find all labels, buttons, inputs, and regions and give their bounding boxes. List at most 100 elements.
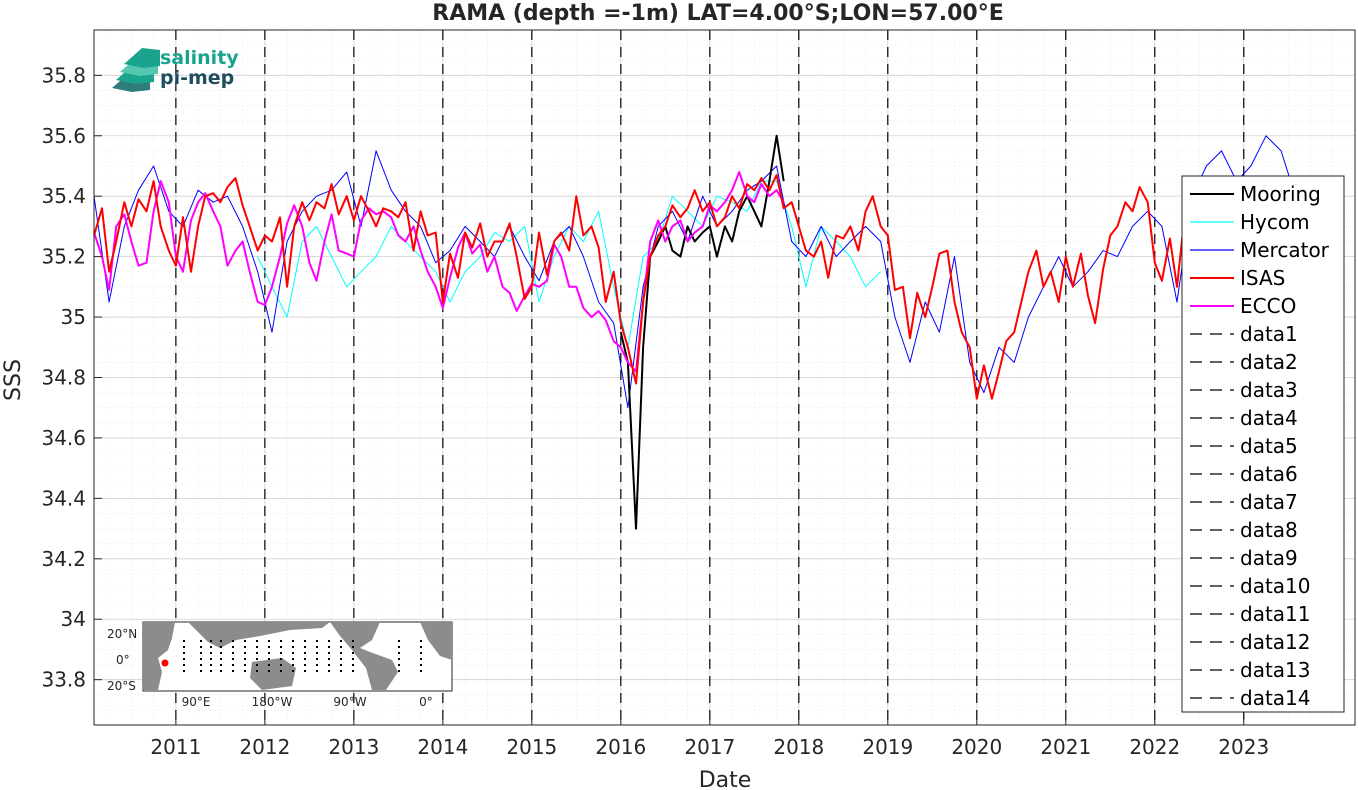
x-tick-label: 2023 bbox=[1218, 735, 1269, 759]
inset-buoy-dot bbox=[200, 640, 202, 642]
asia-landmass bbox=[188, 622, 330, 648]
inset-buoy-dot bbox=[292, 658, 294, 660]
inset-buoy-dot bbox=[316, 670, 318, 672]
x-axis-label: Date bbox=[699, 768, 752, 790]
inset-buoy-dot bbox=[328, 640, 330, 642]
inset-lat-label-20n: 20°N bbox=[107, 627, 137, 641]
inset-buoy-dot bbox=[210, 664, 212, 666]
inset-buoy-dot bbox=[183, 670, 185, 672]
inset-buoy-dot bbox=[268, 652, 270, 654]
inset-buoy-dot bbox=[232, 646, 234, 648]
y-axis-ticks: 33.8 34 34.2 34.4 34.6 34.8 35 35.2 35.4 35.6 35.8 bbox=[41, 63, 102, 692]
inset-buoy-dot bbox=[420, 646, 422, 648]
inset-buoy-dot bbox=[328, 658, 330, 660]
inset-buoy-dot bbox=[256, 652, 258, 654]
inset-buoy-dot bbox=[220, 646, 222, 648]
inset-buoy-dot bbox=[340, 646, 342, 648]
inset-buoy-dot bbox=[200, 652, 202, 654]
inset-buoy-dot bbox=[220, 664, 222, 666]
x-tick-label: 2015 bbox=[506, 735, 557, 759]
inset-buoy-dot bbox=[268, 640, 270, 642]
inset-buoy-dot bbox=[232, 670, 234, 672]
inset-buoy-dot bbox=[304, 652, 306, 654]
inset-buoy-dot bbox=[280, 652, 282, 654]
inset-buoy-dot bbox=[256, 646, 258, 648]
y-tick-label: 34.2 bbox=[41, 547, 86, 571]
inset-buoy-dot bbox=[398, 646, 400, 648]
inset-buoy-dot bbox=[340, 664, 342, 666]
x-tick-label: 2021 bbox=[1040, 735, 1091, 759]
legend: Mooring Hycom Mercator ISAS ECCO data1 data2 da… bbox=[1181, 175, 1345, 713]
inset-map: 20°N 0° 20°S 90°E 180°W 90°W 0° bbox=[107, 621, 453, 709]
inset-buoy-dot bbox=[292, 652, 294, 654]
inset-buoy-dot bbox=[183, 640, 185, 642]
inset-buoy-dot bbox=[280, 658, 282, 660]
inset-buoy-dot bbox=[352, 658, 354, 660]
inset-buoy-dot bbox=[352, 640, 354, 642]
inset-buoy-dot bbox=[210, 640, 212, 642]
inset-buoy-dot bbox=[328, 646, 330, 648]
legend-box bbox=[1181, 175, 1345, 713]
legend-label: data5 bbox=[1240, 434, 1298, 458]
inset-buoy-dot bbox=[210, 652, 212, 654]
inset-buoy-dot bbox=[200, 670, 202, 672]
y-tick-label: 35.2 bbox=[41, 245, 86, 269]
africa-landmass bbox=[143, 622, 175, 690]
legend-label: Mooring bbox=[1240, 182, 1321, 206]
x-tick-label: 2022 bbox=[1129, 735, 1180, 759]
inset-lat-label-20s: 20°S bbox=[107, 679, 136, 693]
inset-buoy-dot bbox=[292, 664, 294, 666]
inset-buoy-dot bbox=[420, 658, 422, 660]
inset-buoy-dot bbox=[304, 640, 306, 642]
salinity-pi-mep-logo: salinity pi-mep bbox=[112, 47, 239, 92]
x-tick-label: 2017 bbox=[684, 735, 735, 759]
x-tick-label: 2020 bbox=[951, 735, 1002, 759]
inset-buoy-dot bbox=[268, 646, 270, 648]
x-tick-label: 2016 bbox=[595, 735, 646, 759]
station-location-marker bbox=[161, 659, 169, 667]
y-tick-label: 34 bbox=[61, 607, 86, 631]
legend-label: data12 bbox=[1240, 630, 1311, 654]
inset-buoy-dot bbox=[328, 664, 330, 666]
inset-lat-label-0: 0° bbox=[116, 653, 130, 667]
inset-buoy-dot bbox=[398, 658, 400, 660]
y-tick-label: 35.8 bbox=[41, 63, 86, 87]
x-tick-label: 2018 bbox=[773, 735, 824, 759]
x-tick-label: 2014 bbox=[417, 735, 468, 759]
inset-buoy-dot bbox=[398, 652, 400, 654]
inset-buoy-dot bbox=[244, 670, 246, 672]
inset-buoy-dot bbox=[340, 640, 342, 642]
inset-buoy-dot bbox=[304, 646, 306, 648]
y-tick-label: 35 bbox=[61, 305, 86, 329]
inset-buoy-dot bbox=[220, 670, 222, 672]
inset-buoy-dot bbox=[304, 670, 306, 672]
inset-buoy-dot bbox=[183, 658, 185, 660]
y-axis-label: SSS bbox=[1, 359, 26, 401]
inset-buoy-dot bbox=[232, 652, 234, 654]
y-tick-label: 35.6 bbox=[41, 124, 86, 148]
inset-buoy-dot bbox=[244, 640, 246, 642]
inset-buoy-dot bbox=[244, 652, 246, 654]
legend-label: ISAS bbox=[1240, 266, 1285, 290]
inset-buoy-dot bbox=[210, 658, 212, 660]
inset-buoy-dot bbox=[316, 664, 318, 666]
inset-buoy-dot bbox=[420, 664, 422, 666]
inset-buoy-dot bbox=[200, 658, 202, 660]
australia-landmass bbox=[250, 658, 296, 690]
series-line-isas bbox=[93, 174, 1194, 400]
inset-buoy-dot bbox=[244, 664, 246, 666]
inset-buoy-dot bbox=[280, 664, 282, 666]
inset-buoy-dot bbox=[220, 640, 222, 642]
legend-label: data1 bbox=[1240, 322, 1298, 346]
x-tick-label: 2013 bbox=[328, 735, 379, 759]
inset-buoy-dot bbox=[210, 670, 212, 672]
inset-buoy-dot bbox=[268, 658, 270, 660]
inset-buoy-dot bbox=[304, 658, 306, 660]
inset-buoy-dot bbox=[232, 640, 234, 642]
y-tick-label: 34.6 bbox=[41, 426, 86, 450]
inset-buoy-dot bbox=[268, 670, 270, 672]
legend-label: data2 bbox=[1240, 350, 1298, 374]
inset-buoy-dot bbox=[256, 664, 258, 666]
inset-buoy-dot bbox=[304, 664, 306, 666]
